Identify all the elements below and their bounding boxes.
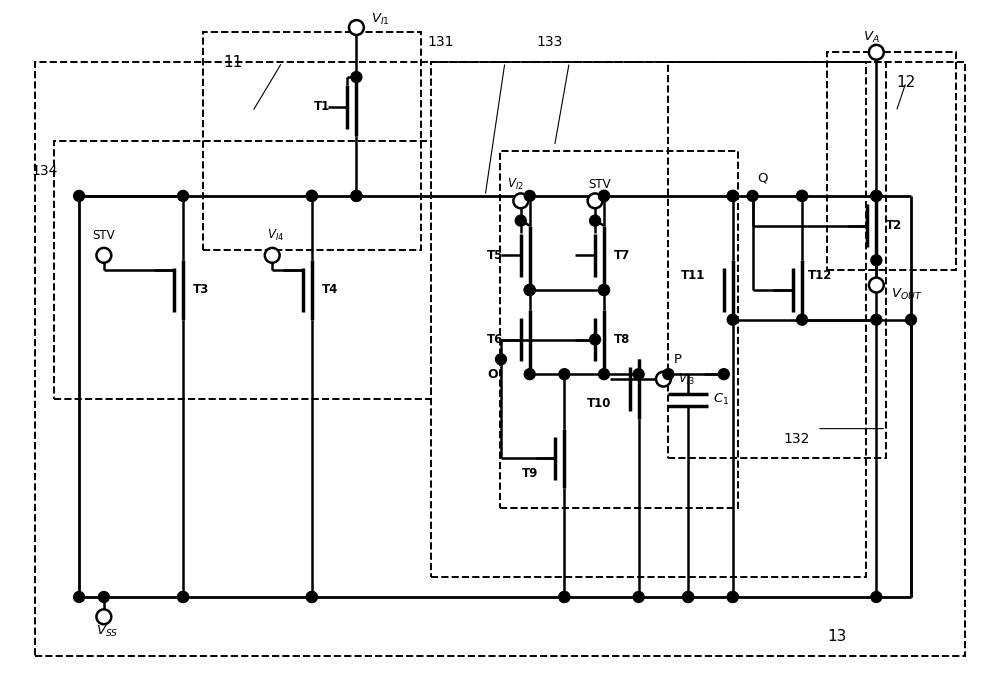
Bar <box>54 141 431 399</box>
Text: T6: T6 <box>487 333 503 346</box>
Circle shape <box>306 190 317 202</box>
Text: 11: 11 <box>223 55 242 70</box>
Text: $V_{I2}$: $V_{I2}$ <box>507 177 524 191</box>
Circle shape <box>524 285 535 295</box>
Text: T2: T2 <box>886 219 902 232</box>
Circle shape <box>96 609 111 624</box>
Text: $V_A$: $V_A$ <box>863 30 880 45</box>
Text: $V_{I3}$: $V_{I3}$ <box>678 371 695 386</box>
Circle shape <box>351 190 362 202</box>
Bar <box>203 33 421 251</box>
Text: 134: 134 <box>31 164 58 178</box>
Circle shape <box>306 591 317 602</box>
Text: T10: T10 <box>587 397 611 410</box>
Circle shape <box>727 190 738 202</box>
Text: STV: STV <box>589 177 611 191</box>
Circle shape <box>524 285 535 295</box>
Text: T5: T5 <box>487 249 503 262</box>
Circle shape <box>559 591 570 602</box>
Circle shape <box>797 314 808 325</box>
Circle shape <box>599 369 609 380</box>
Text: $V_{SS}$: $V_{SS}$ <box>96 624 118 639</box>
Circle shape <box>718 369 729 380</box>
Circle shape <box>349 20 364 35</box>
Circle shape <box>869 278 884 293</box>
Circle shape <box>599 285 609 295</box>
Circle shape <box>306 190 317 202</box>
Text: O: O <box>487 367 498 381</box>
Circle shape <box>599 190 609 202</box>
Text: $V_{I1}$: $V_{I1}$ <box>371 12 390 27</box>
Circle shape <box>871 190 882 202</box>
Circle shape <box>559 369 570 380</box>
Bar <box>827 52 956 270</box>
Circle shape <box>871 255 882 265</box>
Circle shape <box>590 215 601 226</box>
Circle shape <box>496 354 506 365</box>
Text: Q: Q <box>757 172 768 185</box>
Text: 12: 12 <box>896 75 916 90</box>
Text: T3: T3 <box>193 283 209 297</box>
Circle shape <box>683 591 694 602</box>
Circle shape <box>727 314 738 325</box>
Text: 132: 132 <box>784 432 810 445</box>
Circle shape <box>524 369 535 380</box>
Text: T9: T9 <box>522 466 538 479</box>
Circle shape <box>906 314 916 325</box>
Circle shape <box>590 334 601 345</box>
Text: 131: 131 <box>427 35 454 50</box>
Bar <box>668 62 886 458</box>
Circle shape <box>178 591 189 602</box>
Circle shape <box>306 591 317 602</box>
Circle shape <box>588 194 603 208</box>
Circle shape <box>74 591 85 602</box>
Text: $C_1$: $C_1$ <box>713 392 729 407</box>
Text: $V_{OUT}$: $V_{OUT}$ <box>891 287 923 302</box>
Circle shape <box>797 190 808 202</box>
Bar <box>35 62 965 657</box>
Circle shape <box>633 591 644 602</box>
Text: T11: T11 <box>681 269 705 282</box>
Text: T1: T1 <box>314 100 330 113</box>
Text: 133: 133 <box>536 35 563 50</box>
Circle shape <box>265 248 280 263</box>
Bar <box>431 62 866 577</box>
Text: T12: T12 <box>808 269 832 282</box>
Circle shape <box>178 591 189 602</box>
Circle shape <box>727 591 738 602</box>
Text: $V_{I4}$: $V_{I4}$ <box>267 228 284 243</box>
Circle shape <box>559 591 570 602</box>
Text: P: P <box>673 353 681 366</box>
Text: T8: T8 <box>614 333 630 346</box>
Circle shape <box>797 190 808 202</box>
Circle shape <box>633 369 644 380</box>
Circle shape <box>98 591 109 602</box>
Circle shape <box>663 369 674 380</box>
Circle shape <box>869 45 884 60</box>
Text: T7: T7 <box>614 249 630 262</box>
Text: T4: T4 <box>321 283 338 297</box>
Circle shape <box>871 314 882 325</box>
Circle shape <box>74 190 85 202</box>
Text: STV: STV <box>93 229 115 242</box>
Circle shape <box>727 591 738 602</box>
Circle shape <box>524 190 535 202</box>
Circle shape <box>599 190 609 202</box>
Circle shape <box>599 285 609 295</box>
Circle shape <box>513 194 528 208</box>
Circle shape <box>656 371 671 386</box>
Circle shape <box>96 248 111 263</box>
Circle shape <box>351 190 362 202</box>
Circle shape <box>683 591 694 602</box>
Circle shape <box>871 591 882 602</box>
Text: 13: 13 <box>827 629 846 644</box>
Circle shape <box>351 71 362 83</box>
Circle shape <box>178 190 189 202</box>
Circle shape <box>515 215 526 226</box>
Circle shape <box>747 190 758 202</box>
Circle shape <box>871 190 882 202</box>
Circle shape <box>727 190 738 202</box>
Bar <box>500 151 738 508</box>
